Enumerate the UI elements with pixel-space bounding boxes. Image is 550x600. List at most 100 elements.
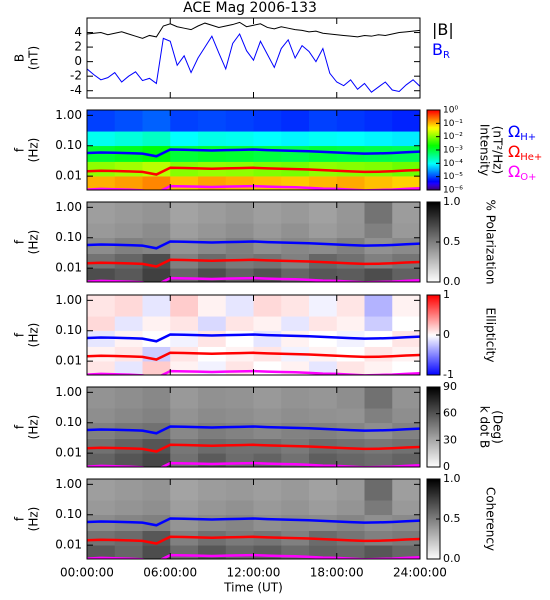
heatmap-cell xyxy=(392,387,420,409)
heatmap-cell xyxy=(170,545,199,559)
heatmap-cell xyxy=(392,346,420,362)
heatmap-cell xyxy=(198,295,227,317)
heatmap-cell xyxy=(114,479,143,501)
heatmap-cell xyxy=(392,422,420,439)
heatmap-cell xyxy=(392,295,420,317)
colorbar-segment xyxy=(427,335,440,338)
colorbar-segment xyxy=(427,112,440,115)
legend-name: Ω xyxy=(508,162,520,181)
heatmap-cell xyxy=(253,295,282,317)
heatmap-cell xyxy=(309,330,338,347)
plot-frame xyxy=(86,294,421,376)
heatmap-cell xyxy=(142,330,171,347)
x-tick-label: 06:00:00 xyxy=(143,566,197,580)
heatmap-cell xyxy=(225,268,254,282)
legend-subscript: He+ xyxy=(520,152,542,163)
colorbar-segment xyxy=(427,359,440,362)
legend-label: ΩH+ xyxy=(508,122,536,144)
heatmap-cell xyxy=(253,479,282,501)
heatmap-cell xyxy=(87,316,116,332)
heatmap-cell xyxy=(309,295,338,317)
colorbar-segment xyxy=(427,451,440,454)
colorbar-segment xyxy=(427,425,440,428)
heatmap-cell xyxy=(281,110,310,132)
colorbar-segment xyxy=(427,459,440,462)
heatmap-cell xyxy=(336,408,365,424)
plot-frame xyxy=(86,386,421,468)
heatmap-cell xyxy=(253,316,282,332)
colorbar-segment xyxy=(427,331,440,334)
colorbar-segment xyxy=(427,553,440,556)
heatmap-cell xyxy=(281,316,310,332)
gyrofrequency-line xyxy=(87,443,420,453)
colorbar-segment xyxy=(427,210,440,213)
heatmap-cell xyxy=(114,361,143,375)
heatmap-cell xyxy=(336,361,365,375)
heatmap-cell xyxy=(364,408,393,424)
colorbar-segment xyxy=(427,529,440,532)
colorbar-segment xyxy=(427,551,440,554)
colorbar-segment xyxy=(427,325,440,328)
colorbar-segment xyxy=(427,144,440,147)
colorbar-segment xyxy=(427,206,440,209)
colorbar-segment xyxy=(427,545,440,548)
colorbar-segment xyxy=(427,305,440,308)
colorbar-segment xyxy=(427,299,440,302)
colorbar-segment xyxy=(427,214,440,217)
heatmap-cell xyxy=(392,110,420,132)
colorbar-segment xyxy=(427,413,440,416)
heatmap-cell xyxy=(253,202,282,224)
colorbar-segment xyxy=(427,208,440,211)
colorbar-segment xyxy=(427,158,440,161)
heatmap-cell xyxy=(142,202,171,224)
heatmap-cell xyxy=(170,514,199,531)
heatmap-cell xyxy=(170,479,199,501)
colorbar-segment xyxy=(427,363,440,366)
heatmap-cell xyxy=(87,500,116,516)
heatmap-cell xyxy=(309,131,338,147)
legend-subscript: O+ xyxy=(520,172,536,183)
colorbar-segment xyxy=(427,295,440,298)
heatmap-cell xyxy=(142,316,171,332)
heatmap-cell xyxy=(225,422,254,439)
colorbar-segment xyxy=(427,449,440,452)
heatmap-cell xyxy=(336,500,365,516)
heatmap-cell xyxy=(281,422,310,439)
colorbar-segment xyxy=(427,278,440,281)
heatmap-cell xyxy=(364,131,393,147)
gyrofrequency-line xyxy=(87,258,420,268)
colorbar-segment xyxy=(427,260,440,263)
colorbar-segment xyxy=(427,421,440,424)
colorbar-segment xyxy=(427,234,440,237)
colorbar-segment xyxy=(427,256,440,259)
heatmap-cell xyxy=(87,408,116,424)
heatmap-cell xyxy=(114,453,143,467)
heatmap-cell xyxy=(253,500,282,516)
heatmap-cell xyxy=(364,453,393,467)
y-tick-label: 1.00 xyxy=(55,293,82,307)
colorbar-segment xyxy=(427,407,440,410)
heatmap-cell xyxy=(225,330,254,347)
heatmap-cell xyxy=(170,387,199,409)
colorbar-segment xyxy=(427,391,440,394)
heatmap-cell xyxy=(114,131,143,147)
colorbar-segment xyxy=(427,122,440,125)
heatmap-cell xyxy=(392,330,420,347)
heatmap-cell xyxy=(253,453,282,467)
heatmap-cell xyxy=(142,131,171,147)
heatmap-cell xyxy=(364,176,393,190)
colorbar-segment xyxy=(427,485,440,488)
heatmap-cell xyxy=(336,387,365,409)
heatmap-cell xyxy=(253,422,282,439)
heatmap-cell xyxy=(170,500,199,516)
colorbar-segment xyxy=(427,405,440,408)
heatmap-cell xyxy=(281,145,310,162)
heatmap-cell xyxy=(142,295,171,317)
heatmap-cell xyxy=(364,346,393,362)
colorbar-segment xyxy=(427,497,440,500)
colorbar-segment xyxy=(427,503,440,506)
heatmap-cell xyxy=(225,131,254,147)
heatmap-cell xyxy=(225,545,254,559)
heatmap-cell xyxy=(364,161,393,177)
heatmap-cell xyxy=(114,408,143,424)
